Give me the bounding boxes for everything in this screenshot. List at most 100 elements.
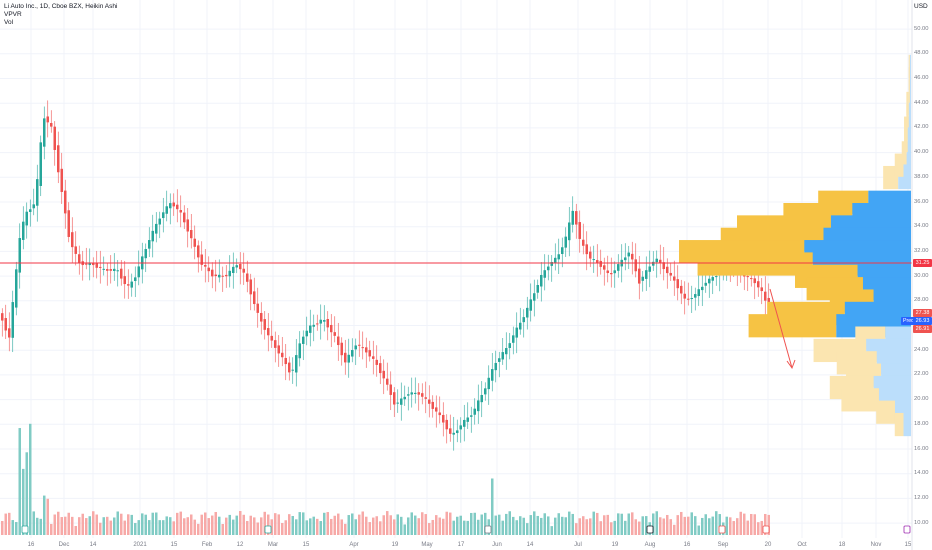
candle-body <box>540 274 543 287</box>
volume-bar <box>351 513 354 535</box>
candle-body <box>666 266 669 274</box>
price-tick: 36.00 <box>914 198 929 205</box>
earnings-icon[interactable] <box>646 525 654 534</box>
volume-bar <box>165 516 168 535</box>
volume-bar <box>466 520 469 535</box>
volume-bar <box>711 516 714 535</box>
candle-body <box>130 281 133 288</box>
volume-bar <box>141 513 144 535</box>
volume-bar <box>533 511 536 535</box>
candle-body <box>536 284 539 293</box>
earnings-icon[interactable] <box>21 525 29 534</box>
candle-body <box>466 417 469 422</box>
volume-bar <box>480 514 483 535</box>
candle-body <box>277 345 280 354</box>
volume-bar <box>116 511 119 535</box>
candle-body <box>690 298 693 300</box>
price-tick: 20.00 <box>914 396 929 403</box>
time-tick: 17 <box>457 542 465 548</box>
volume-bar <box>361 511 364 535</box>
earnings-icon[interactable] <box>484 525 492 534</box>
candle-body <box>393 392 396 405</box>
indicator-vol[interactable]: Vol <box>4 19 14 26</box>
candle-body <box>701 286 704 291</box>
candle-body <box>25 211 28 226</box>
earnings-icon[interactable] <box>718 525 726 534</box>
time-tick: 15 <box>904 542 912 548</box>
volume-bar <box>1 521 4 535</box>
volume-bar <box>764 513 767 535</box>
candle-body <box>137 266 140 278</box>
volume-bar <box>64 516 67 535</box>
prediction-tag: Pred <box>901 317 916 325</box>
candle-body <box>715 276 718 278</box>
volume-bar <box>417 518 420 535</box>
volume-bar <box>715 511 718 535</box>
profile-up-row <box>909 67 911 91</box>
volume-bar <box>414 515 417 535</box>
candle-body <box>452 432 455 435</box>
candle-body <box>417 392 420 395</box>
candle-body <box>494 362 497 371</box>
volume-bar <box>519 516 522 535</box>
volume-bar <box>309 518 312 535</box>
candle-body <box>449 428 452 434</box>
candle-body <box>71 232 74 248</box>
volume-bar <box>739 511 742 535</box>
volume-bar <box>130 514 133 535</box>
volume-bar <box>641 516 644 535</box>
volume-bar <box>323 512 326 535</box>
candle-body <box>764 291 767 301</box>
volume-bar <box>134 523 137 535</box>
volume-bar <box>11 520 14 535</box>
candle-body <box>361 347 364 349</box>
volume-bar <box>316 518 319 535</box>
volume-bar <box>526 523 529 535</box>
candle-body <box>36 179 39 206</box>
candle-body <box>410 392 413 395</box>
volume-bar <box>263 511 266 535</box>
candlesticks <box>1 100 770 451</box>
volume-bar <box>449 512 452 535</box>
volume-bar <box>50 523 53 535</box>
volume-bar <box>508 511 511 535</box>
candle-body <box>382 370 385 379</box>
candle-body <box>386 378 389 385</box>
volume-bar <box>39 518 42 535</box>
candle-body <box>431 401 434 409</box>
candle-body <box>347 354 350 363</box>
time-tick: 19 <box>391 542 399 548</box>
candle-body <box>46 116 49 123</box>
candle-body <box>750 278 753 280</box>
volume-bar <box>225 517 228 535</box>
trend-arrow[interactable] <box>769 288 793 369</box>
time-tick: Jun <box>492 542 502 548</box>
profile-up-row <box>909 79 911 103</box>
volume-bar <box>74 525 77 535</box>
time-tick: 2021 <box>133 542 147 548</box>
candle-body <box>127 284 130 286</box>
volume-bar <box>109 520 112 535</box>
candle-body <box>638 268 641 284</box>
volume-bar <box>169 517 172 535</box>
volume-bar <box>284 520 287 535</box>
volume-bar <box>4 513 7 535</box>
price-tick: 22.00 <box>914 371 929 378</box>
volume-bar <box>151 512 154 535</box>
earnings-icon[interactable] <box>264 525 272 534</box>
candle-body <box>53 126 56 150</box>
volume-bar <box>536 515 539 535</box>
volume-bar <box>505 513 508 535</box>
indicator-vpvr[interactable]: VPVR <box>4 11 22 18</box>
time-tick: 18 <box>838 542 846 548</box>
volume-bar <box>29 423 32 535</box>
symbol-title[interactable]: Li Auto Inc., 1D, Cboe BZX, Heikin Ashi <box>4 3 118 10</box>
earnings-icon[interactable] <box>762 525 770 534</box>
earnings-icon[interactable] <box>903 525 911 534</box>
price-tick: 14.00 <box>914 470 929 477</box>
candle-body <box>442 414 445 423</box>
price-tick: 32.00 <box>914 247 929 254</box>
candle-body <box>8 328 11 338</box>
